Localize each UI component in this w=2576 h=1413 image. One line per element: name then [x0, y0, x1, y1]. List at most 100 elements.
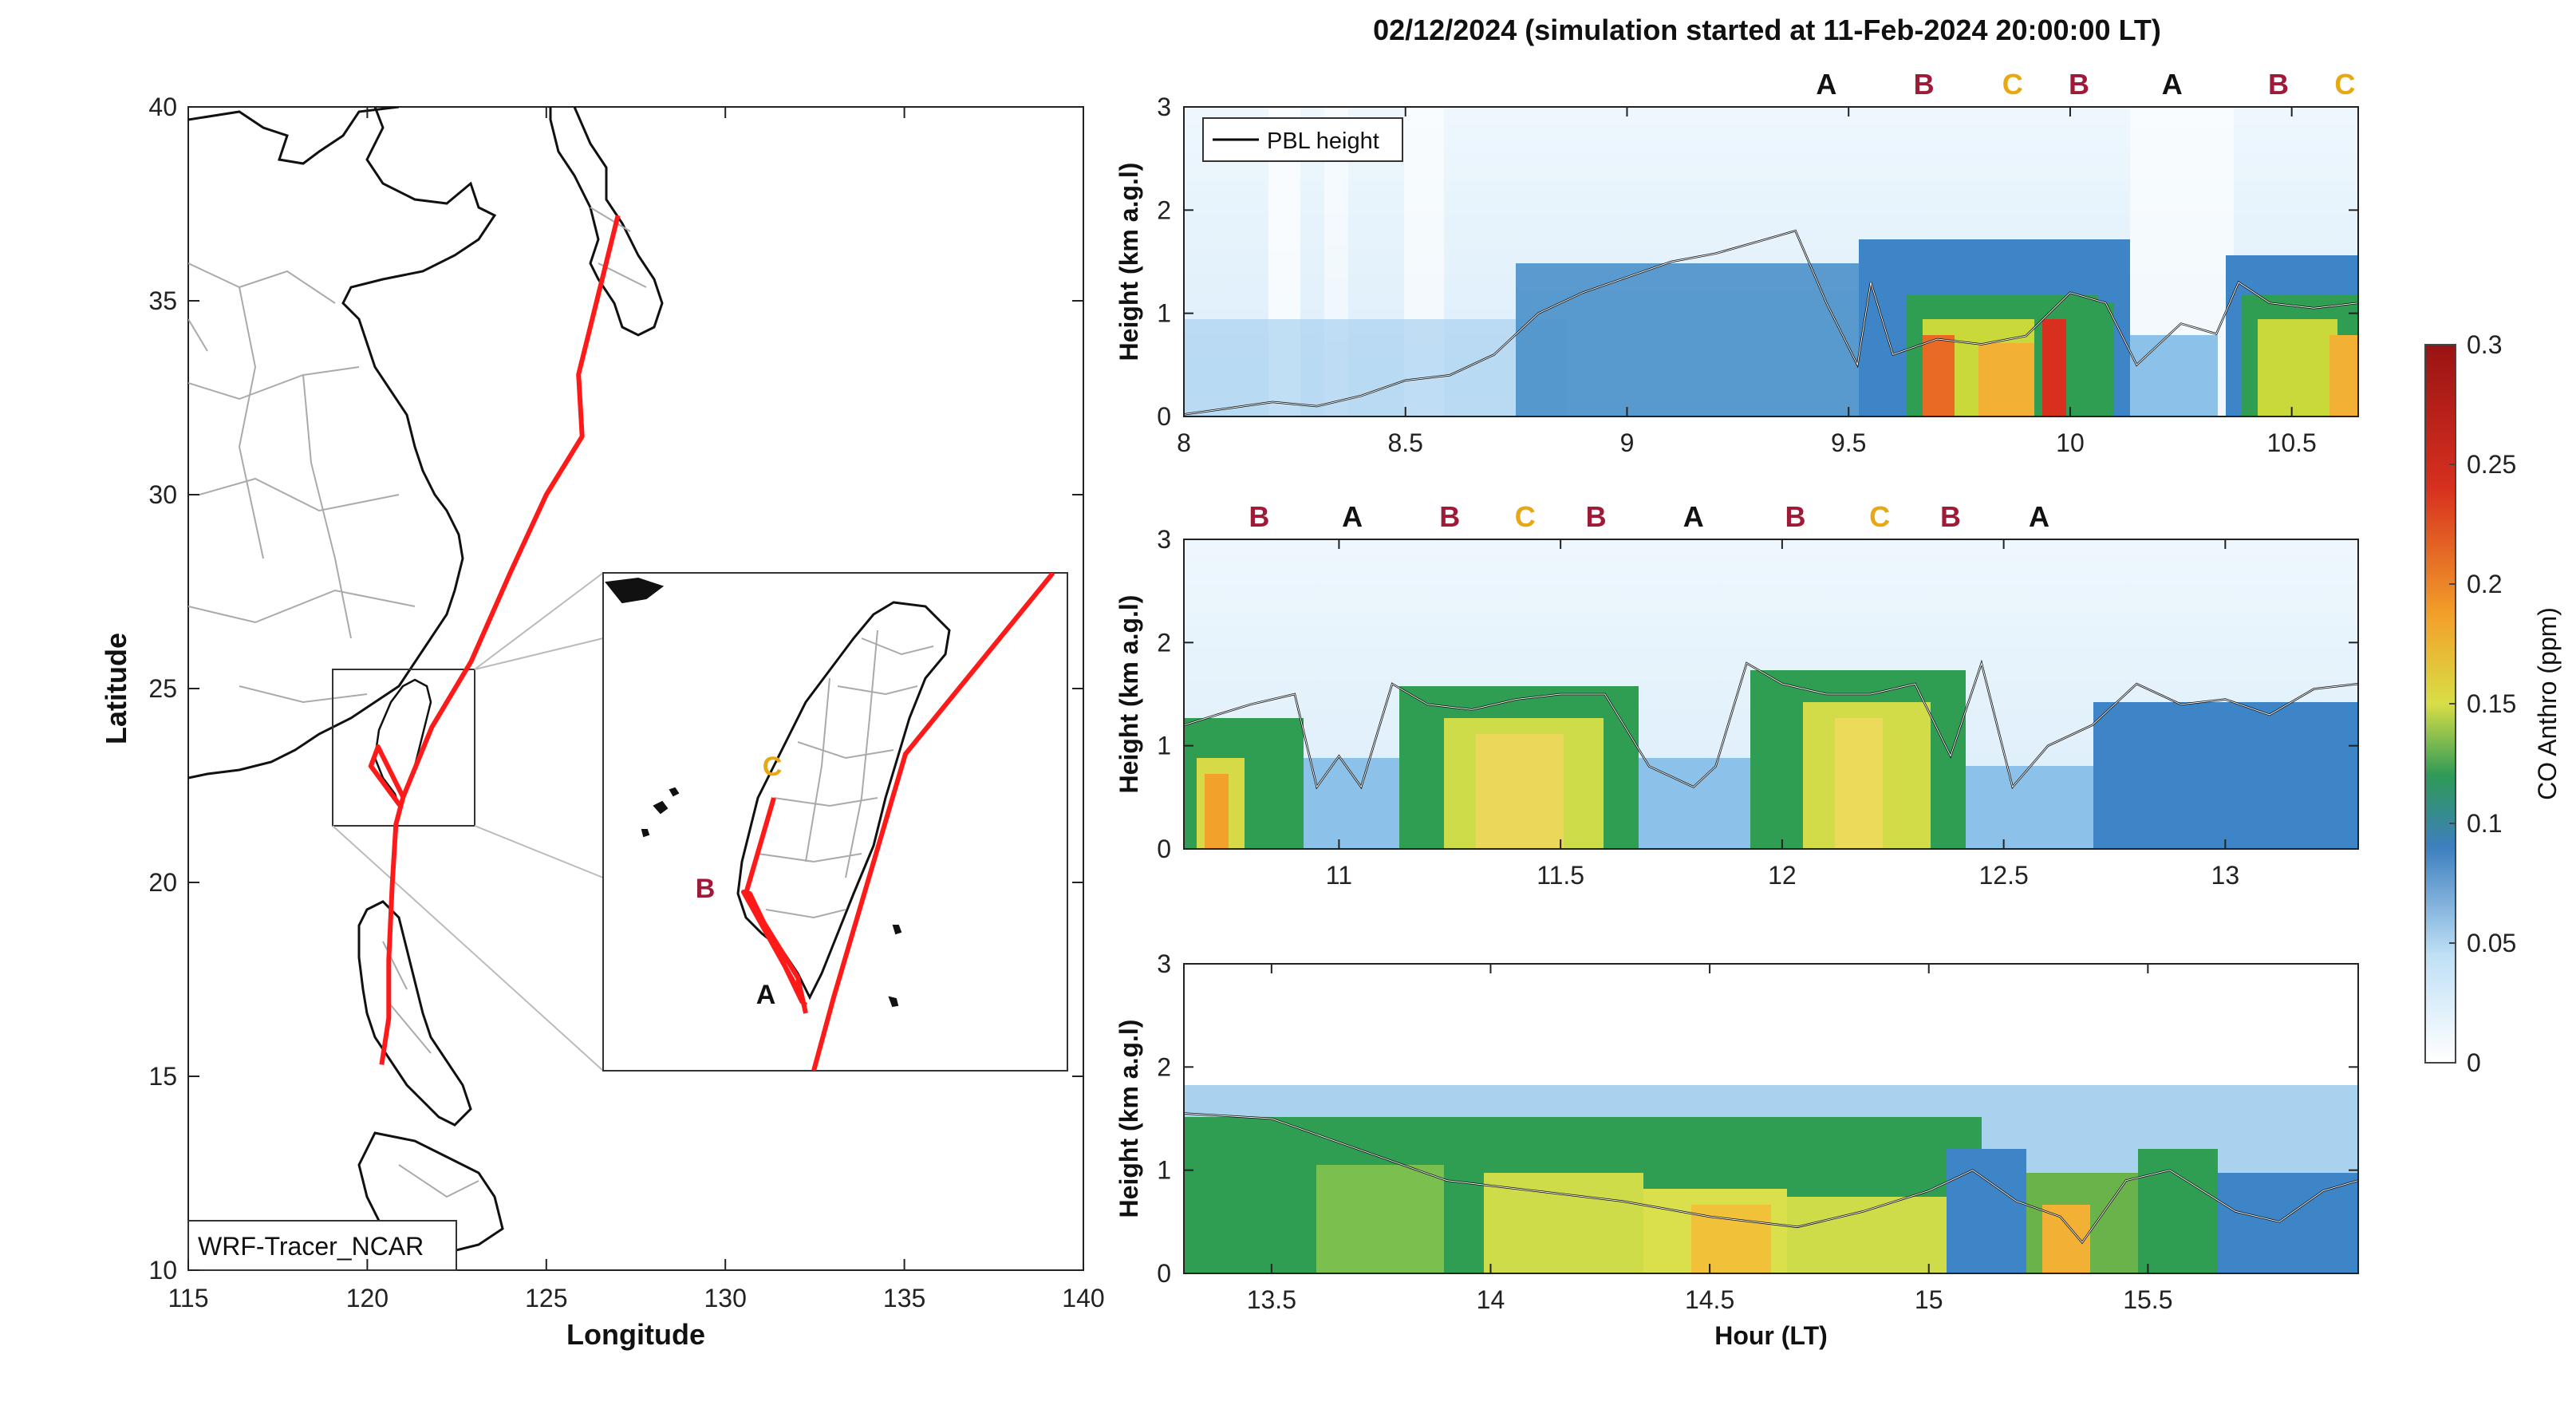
panel-xtick-label: 10.5 — [2267, 428, 2317, 457]
korea-coastline — [549, 107, 664, 337]
panel-xtick-label: 11.5 — [1537, 861, 1584, 890]
map-axes: 115 120 125 130 135 140 10 15 20 25 30 35 40 — [148, 93, 1104, 1312]
map-ytick-label: 30 — [148, 480, 177, 509]
map-ytick-label: 15 — [148, 1062, 177, 1091]
map-ytick-label: 35 — [148, 286, 177, 315]
colorbar-tick-label: 0.2 — [2467, 570, 2502, 598]
panel-xtick-label: 15.5 — [2123, 1285, 2172, 1314]
flight-point-marker: B — [1940, 500, 1961, 533]
panel-xtick-label: 10 — [2056, 428, 2085, 457]
pbl-legend-label: PBL height — [1267, 128, 1379, 154]
panel-3-axes: 13.5 14 14.5 15 15.5 0 1 2 3 — [1157, 949, 2358, 1314]
figure-title: 02/12/2024 (simulation started at 11-Feb… — [1373, 14, 2161, 46]
flight-point-marker: B — [1914, 68, 1935, 101]
flight-point-marker: C — [1515, 500, 1536, 533]
flight-point-marker: C — [1869, 500, 1890, 533]
panel-1-axes: 8 8.5 9 9.5 10 10.5 0 1 2 3 — [1157, 93, 2358, 457]
colorbar: 0 0.05 0.1 0.15 0.2 0.25 0.3 CO Anthro (ppm) — [2424, 330, 2562, 1077]
zoom-connector-upper — [474, 637, 604, 670]
flight-point-marker: A — [2029, 500, 2049, 533]
panel-xtick-label: 13.5 — [1247, 1285, 1296, 1314]
inset-flight-track — [741, 573, 1055, 1071]
flight-point-marker: B — [2268, 68, 2289, 101]
inset-label-c: C — [763, 752, 783, 782]
panel-ytick-label: 0 — [1157, 402, 1171, 431]
panel-xtick-label: 8.5 — [1387, 428, 1422, 457]
curtain-panel-3: 13.5 14 14.5 15 15.5 0 1 2 3 Height (km a.g.l) H… — [1114, 949, 2359, 1350]
map-panel: C B A WRF-Tracer_NCAR 115 120 125 130 135 140… — [100, 93, 1105, 1351]
panel-ytick-label: 1 — [1157, 299, 1171, 328]
flight-track — [368, 215, 621, 1065]
colorbar-tick-label: 0.3 — [2467, 330, 2502, 359]
model-label: WRF-Tracer_NCAR — [198, 1232, 424, 1261]
colorbar-label: CO Anthro (ppm) — [2533, 607, 2562, 800]
pbl-line-halo-2 — [1184, 661, 2358, 788]
panel-xtick-label: 9.5 — [1831, 428, 1866, 457]
panel-xtick-label: 14 — [1477, 1285, 1505, 1314]
map-ylabel: Latitude — [100, 633, 132, 744]
colorbar-tick-label: 0 — [2467, 1048, 2481, 1077]
panel-xtick-label: 14.5 — [1685, 1285, 1734, 1314]
panel-ytick-label: 2 — [1157, 628, 1171, 657]
inset-label-b: B — [696, 874, 716, 904]
panel-ytick-label: 0 — [1157, 835, 1171, 863]
colorbar-tick-label: 0.25 — [2467, 450, 2516, 479]
panel-2-frame — [1183, 539, 2359, 850]
panel-ytick-label: 1 — [1157, 732, 1171, 760]
colorbar-ticks: 0 0.05 0.1 0.15 0.2 0.25 0.3 — [2449, 330, 2516, 1077]
panel-xtick-label: 15 — [1915, 1285, 1943, 1314]
map-coastlines — [188, 107, 664, 1254]
panel-ytick-label: 3 — [1157, 93, 1171, 121]
flight-point-marker: C — [2334, 68, 2355, 101]
panel-ytick-label: 0 — [1157, 1259, 1171, 1288]
model-label-box — [187, 1220, 457, 1271]
hour-xlabel: Hour (LT) — [1714, 1321, 1828, 1350]
map-xtick-label: 130 — [704, 1284, 747, 1312]
flight-point-marker: A — [2162, 68, 2183, 101]
flight-point-marker: B — [1586, 500, 1607, 533]
flight-point-marker: A — [1816, 68, 1836, 101]
colorbar-tick-label: 0.15 — [2467, 689, 2516, 718]
map-xtick-label: 140 — [1062, 1284, 1104, 1312]
flight-point-marker: B — [1785, 500, 1806, 533]
panel-xtick-label: 8 — [1177, 428, 1191, 457]
china-coastline — [188, 107, 497, 780]
map-ytick-label: 40 — [148, 93, 177, 121]
panel-3-frame — [1183, 963, 2359, 1274]
panel-xtick-label: 13 — [2211, 861, 2240, 890]
curtain-panel-1: PBL height 8 8.5 9 9.5 10 10.5 0 1 2 3 A B C B A B C He… — [1114, 68, 2359, 457]
pbl-legend: PBL height — [1202, 117, 1403, 162]
panel-ytick-label: 2 — [1157, 1052, 1171, 1081]
map-ytick-label: 10 — [148, 1256, 177, 1285]
panel-ytick-label: 1 — [1157, 1156, 1171, 1185]
map-ytick-label: 25 — [148, 674, 177, 703]
flight-point-marker: A — [1342, 500, 1363, 533]
panel-xtick-label: 11 — [1326, 861, 1352, 890]
map-xtick-label: 120 — [346, 1284, 389, 1312]
curtain-field-3 — [1184, 964, 2358, 1273]
map-xtick-label: 115 — [168, 1284, 208, 1312]
map-xlabel: Longitude — [566, 1318, 705, 1351]
map-xtick-label: 125 — [525, 1284, 567, 1312]
panel-ytick-label: 3 — [1157, 525, 1171, 554]
panel-xtick-label: 9 — [1620, 428, 1635, 457]
panel-1-frame — [1183, 106, 2359, 417]
panel-xtick-label: 12.5 — [1978, 861, 2028, 890]
colorbar-tick-label: 0.1 — [2467, 809, 2502, 838]
flight-point-marker: B — [1249, 500, 1269, 533]
map-ytick-label: 20 — [148, 868, 177, 897]
flight-point-marker: C — [2002, 68, 2023, 101]
map-xtick-label: 135 — [883, 1284, 925, 1312]
province-borders — [188, 207, 647, 1198]
colorbar-tick-label: 0.05 — [2467, 929, 2516, 957]
flight-point-marker: B — [1439, 500, 1460, 533]
pbl-line-halo-1 — [1184, 230, 2358, 415]
taiwan-inset: C B A — [602, 572, 1068, 1072]
curtain-field-2 — [1184, 539, 2358, 849]
zoom-connector-top — [474, 572, 604, 670]
